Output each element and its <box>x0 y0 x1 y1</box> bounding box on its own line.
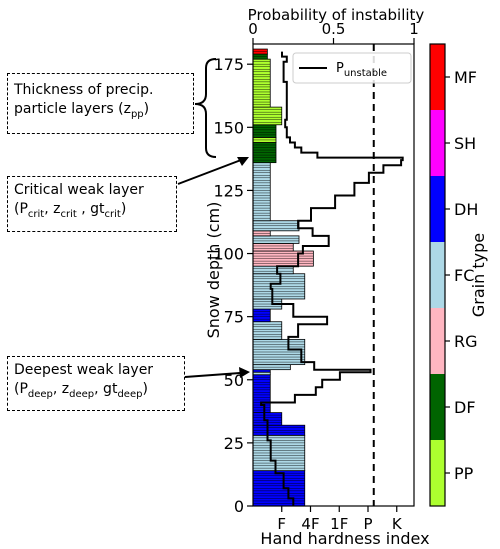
y-axis-ticks: 0 25 50 75 100 125 150 175 <box>213 55 253 516</box>
colorbar-tick-label: DH <box>454 200 478 219</box>
thickness-bracket <box>194 58 217 158</box>
annotation-subscript: deep <box>117 388 143 400</box>
colorbar-segment <box>430 440 445 506</box>
annotation-text: (P <box>14 200 28 217</box>
layer-bar <box>253 266 294 274</box>
annotation-subscript: pp <box>130 108 144 120</box>
annotation-subscript: crit <box>104 208 121 220</box>
y-tick-label: 0 <box>234 497 244 516</box>
annotation-line: Critical weak layer <box>14 181 170 200</box>
x-tick-label: 1F <box>330 515 348 533</box>
colorbar-label: Grain type <box>469 233 488 317</box>
colorbar-segment <box>430 176 445 242</box>
annotation-line: Deepest weak layer <box>14 361 178 380</box>
layer-bar <box>253 321 282 340</box>
annotation-line: (Pcrit, zcrit , gtcrit) <box>14 200 170 221</box>
layer-bar <box>253 412 282 426</box>
layer-bar <box>253 235 299 244</box>
layer-bar <box>253 107 282 125</box>
y-tick-label: 100 <box>213 245 244 264</box>
colorbar-segment <box>430 308 445 374</box>
legend-label-main: P <box>336 61 344 76</box>
arrow-deepest <box>184 372 241 378</box>
arrowhead-deepest <box>239 367 250 378</box>
legend-label-sub: unstable <box>344 68 387 79</box>
annotation-text: , gt <box>76 200 105 217</box>
annotation-subscript: crit <box>60 208 77 220</box>
p-unstable-line <box>260 51 404 506</box>
legend-box <box>292 52 412 84</box>
arrow-critical <box>177 159 242 185</box>
layer-bar <box>253 162 271 221</box>
annotation-line: particle layers (zpp) <box>14 100 187 121</box>
layer-bar <box>253 309 271 322</box>
annotation-text: ) <box>120 200 127 217</box>
y-tick-label: 75 <box>224 308 244 327</box>
annotation-text: ) <box>143 100 150 117</box>
annotation-subscript: deep <box>69 388 95 400</box>
y-tick-label: 50 <box>224 371 244 390</box>
annotation-line: Thickness of precip. <box>14 81 187 100</box>
top-axis-probability-ticks: 0 0.5 1 <box>248 20 419 44</box>
x-tick-label: K <box>392 515 403 533</box>
annotation-text: Thickness of precip. <box>14 82 154 98</box>
colorbar-segment <box>430 110 445 176</box>
annotation-subscript: crit <box>27 208 45 220</box>
hardness-layer-bars <box>252 48 314 507</box>
x-tick-label: P <box>363 515 372 533</box>
annotation-text: particle layers (z <box>14 100 131 117</box>
y-tick-label: 125 <box>213 181 244 200</box>
colorbar-tick-label: MF <box>454 68 477 87</box>
annotation-text: , gt <box>94 380 118 397</box>
grain-type-colorbar: PP DF RG FC DH SH MF <box>429 43 478 507</box>
top-tick-label: 1 <box>409 20 419 38</box>
annotation-text: (P <box>14 380 28 397</box>
annotation-text: , z <box>52 380 70 397</box>
annotation-text: ) <box>142 380 148 397</box>
annotation-text: Deepest weak layer <box>14 362 154 378</box>
y-tick-label: 175 <box>213 55 244 74</box>
arrowhead-critical <box>237 157 249 166</box>
x-tick-label: F <box>277 515 286 533</box>
annotation-line: (Pdeep, zdeep, gtdeep) <box>14 380 178 401</box>
top-tick-label: 0 <box>248 20 258 38</box>
annotation-text: , z <box>44 200 61 217</box>
x-axis-hardness-ticks: F 4F 1F P K <box>277 506 403 533</box>
annotation-arrows <box>177 157 250 378</box>
colorbar-tick-label: PP <box>454 464 474 483</box>
top-axis-label: Probability of instability <box>248 6 425 24</box>
x-tick-label: 4F <box>301 515 319 533</box>
annotation-deepest-weak-layer: Deepest weak layer (Pdeep, zdeep, gtdeep) <box>7 356 185 411</box>
top-tick-label: 0.5 <box>322 20 346 38</box>
colorbar-segment <box>430 44 445 110</box>
colorbar-segment <box>430 242 445 308</box>
annotation-thickness: Thickness of precip. particle layers (zpp… <box>7 73 194 134</box>
annotation-critical-weak-layer: Critical weak layer (Pcrit, zcrit , gtcri… <box>7 176 177 232</box>
layer-bar <box>253 369 271 373</box>
annotation-text: Critical weak layer <box>14 182 144 198</box>
legend: Punstable <box>292 52 412 84</box>
x-axis-label: Hand hardness index <box>260 529 429 548</box>
colorbar-tick-label: SH <box>454 134 476 153</box>
layer-bar <box>253 372 271 375</box>
colorbar-tick-label: FC <box>454 266 474 285</box>
layer-bar <box>253 124 276 138</box>
y-axis-label: Snow depth (cm) <box>204 202 223 339</box>
colorbar-frame <box>429 43 446 507</box>
layer-bar <box>253 59 271 108</box>
y-tick-label: 25 <box>224 434 244 453</box>
y-tick-label: 150 <box>213 118 244 137</box>
layer-bar <box>253 243 294 252</box>
colorbar-tick-label: RG <box>454 332 478 351</box>
layer-bar <box>253 374 271 413</box>
legend-label: Punstable <box>336 61 387 79</box>
annotation-subscript: deep <box>27 388 53 400</box>
colorbar-tick-label: DF <box>454 398 476 417</box>
colorbar-segment <box>430 374 445 440</box>
